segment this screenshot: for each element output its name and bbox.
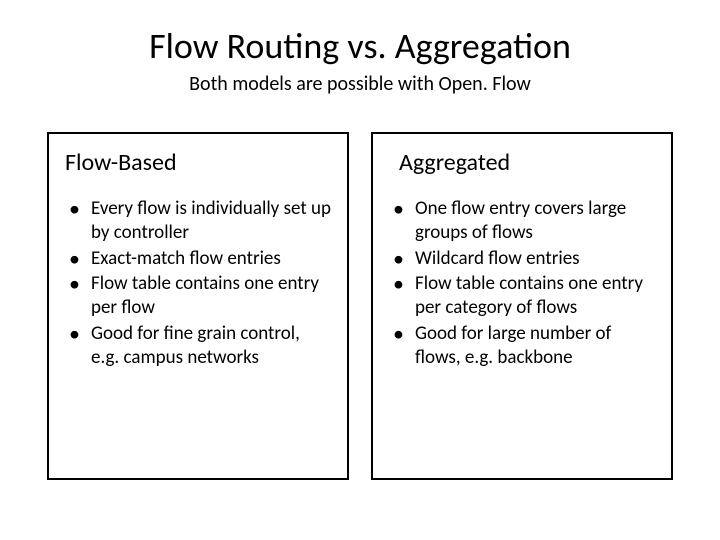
list-item: One flow entry covers large groups of fl… [389,197,655,245]
left-box: Flow-Based Every flow is individually se… [47,132,349,480]
slide-container: Flow Routing vs. Aggregation Both models… [0,0,720,540]
list-item: Good for fine grain control, e.g. campus… [65,322,331,370]
slide-subtitle: Both models are possible with Open. Flow [40,72,680,96]
list-item: Flow table contains one entry per flow [65,272,331,320]
right-box: Aggregated One flow entry covers large g… [371,132,673,480]
comparison-boxes: Flow-Based Every flow is individually se… [40,132,680,480]
list-item: Every flow is individually set up by con… [65,197,331,245]
right-box-heading: Aggregated [399,148,655,177]
list-item: Exact-match flow entries [65,247,331,271]
left-box-heading: Flow-Based [65,148,331,177]
list-item: Good for large number of flows, e.g. bac… [389,322,655,370]
list-item: Flow table contains one entry per catego… [389,272,655,320]
list-item: Wildcard flow entries [389,247,655,271]
left-bullet-list: Every flow is individually set up by con… [65,197,331,369]
right-bullet-list: One flow entry covers large groups of fl… [389,197,655,369]
slide-title: Flow Routing vs. Aggregation [40,24,680,68]
